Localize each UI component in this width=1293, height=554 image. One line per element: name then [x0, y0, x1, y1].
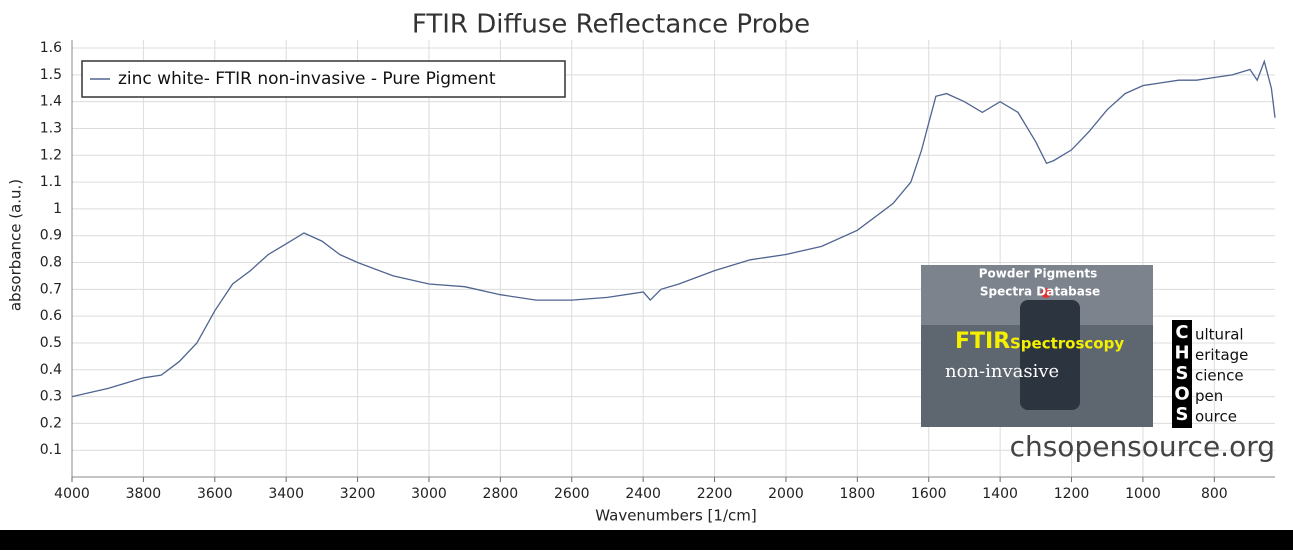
- logo-dot: [1041, 288, 1051, 298]
- x-tick-label: 2200: [697, 486, 733, 502]
- x-tick-label: 1800: [840, 486, 876, 502]
- logo-letter: S: [1176, 363, 1189, 384]
- y-tick-label: 0.7: [40, 281, 62, 297]
- logo-text: Spectroscopy: [1010, 335, 1124, 353]
- logo-letter-bar: [1172, 320, 1192, 428]
- y-tick-label: 1: [53, 201, 62, 217]
- logo-text: Spectra Database: [980, 285, 1100, 299]
- logo: Powder Pigments Spectra Database FTIR Sp…: [921, 265, 1192, 428]
- logo-word: ultural: [1195, 326, 1244, 344]
- y-tick-label: 0.6: [40, 308, 62, 324]
- x-tick-label: 2600: [554, 486, 590, 502]
- x-tick-label: 1400: [982, 486, 1018, 502]
- spectrum-line: [71, 59, 1276, 398]
- x-tick-label: 2000: [768, 486, 804, 502]
- y-tick-label: 0.9: [40, 228, 62, 244]
- logo-letter: C: [1175, 322, 1188, 343]
- logo-text: non-invasive: [945, 361, 1059, 382]
- y-tick-label: 0.3: [40, 389, 62, 405]
- x-tick-label: 3000: [411, 486, 447, 502]
- y-tick-label: 0.5: [40, 335, 62, 351]
- y-tick-label: 1.3: [40, 120, 62, 136]
- y-tick-label: 0.2: [40, 415, 62, 431]
- legend-box: [81, 60, 566, 98]
- logo-word: pen: [1195, 387, 1223, 405]
- x-tick-label: 3600: [197, 486, 233, 502]
- x-tick-label: 1200: [1054, 486, 1090, 502]
- logo-word: ource: [1195, 408, 1237, 426]
- x-tick-label: 800: [1201, 486, 1228, 502]
- logo-letter: O: [1174, 384, 1189, 405]
- y-tick-label: 1.2: [40, 147, 62, 163]
- y-tick-label: 1.5: [40, 67, 62, 83]
- x-tick-label: 3800: [126, 486, 162, 502]
- logo-letter: H: [1174, 343, 1189, 364]
- x-tick-label: 1000: [1125, 486, 1161, 502]
- x-tick-label: 3200: [340, 486, 376, 502]
- y-tick-label: 1.4: [40, 94, 62, 110]
- y-axis-title: absorbance (a.u.): [7, 179, 25, 311]
- logo-device: [1020, 300, 1080, 410]
- y-tick-label: 1.1: [40, 174, 62, 190]
- x-axis-title: Wavenumbers [1/cm]: [595, 507, 756, 525]
- logo-text: FTIR: [955, 329, 1010, 354]
- y-tick-label: 0.8: [40, 255, 62, 271]
- bottom-bar: [0, 530, 1293, 550]
- logo-text: Powder Pigments: [979, 267, 1098, 281]
- logo-word: eritage: [1195, 346, 1248, 364]
- y-tick-label: 1.6: [40, 40, 62, 56]
- x-tick-label: 2800: [483, 486, 519, 502]
- x-tick-label: 1600: [911, 486, 947, 502]
- y-tick-label: 0.1: [40, 442, 62, 458]
- x-tick-label: 3400: [268, 486, 304, 502]
- chart-title: FTIR Diffuse Reflectance Probe: [412, 10, 810, 40]
- x-tick-label: 4000: [54, 486, 90, 502]
- legend-label: zinc white- FTIR non-invasive - Pure Pig…: [118, 69, 496, 89]
- logo-word: cience: [1195, 367, 1244, 385]
- site-url: chsopensource.org: [1010, 430, 1275, 463]
- logo-letter: S: [1176, 404, 1189, 425]
- legend: zinc white- FTIR non-invasive - Pure Pig…: [81, 60, 566, 98]
- y-tick-label: 0.4: [40, 362, 62, 378]
- x-tick-label: 2400: [625, 486, 661, 502]
